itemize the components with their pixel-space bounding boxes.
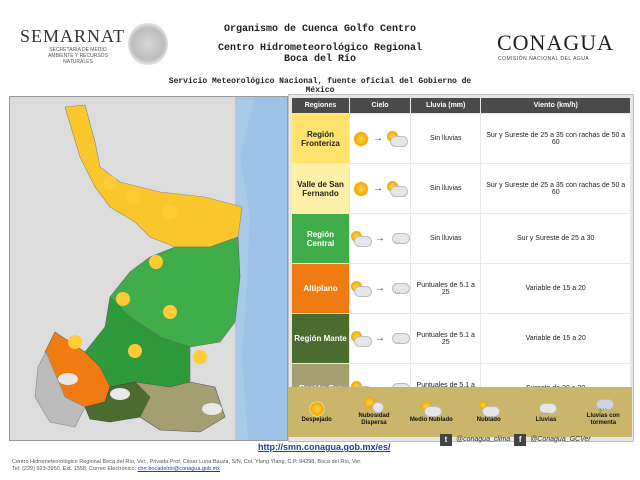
legend-item: Despejado [292, 400, 342, 424]
wind-cell: Variable de 15 a 20 [481, 264, 630, 313]
sun-icon [353, 130, 369, 147]
sky-cell: → ʻʻʻ [350, 214, 410, 263]
legend-item: Medio Nublado [406, 400, 456, 424]
semarnat-wordmark: SEMARNAT [20, 26, 126, 46]
storm-icon: ϟʻʻ [593, 397, 615, 414]
arrow-right-icon: → [375, 283, 385, 294]
header-lluvia: Lluvia (mm) [411, 98, 481, 113]
header-titles: Organismo de Cuenca Golfo Centro Centro … [169, 24, 471, 95]
tamaulipas-region-map [9, 96, 288, 441]
rain-cell: Puntuales de 5.1 a 25 [411, 264, 481, 313]
table-row: Región Fronteriza → Sin lluvias Sur y Sures… [292, 114, 630, 163]
twitter-handle[interactable]: @conagua_clima [456, 436, 511, 443]
title-centro: Centro Hidrometeorológico Regional Boca d… [217, 43, 423, 65]
header-regiones: Regiones [292, 98, 349, 113]
footer-address: Centro Hidrometeorológico Regional Boca … [12, 459, 632, 473]
wind-cell: Sur y Sureste de 25 a 35 con rachas de 5… [481, 114, 630, 163]
legend-item: Nubosidad Dispersa [349, 397, 399, 427]
table-row: Altiplano → ʻʻʻ Puntuales de 5.1 a 25 Variab… [292, 264, 630, 313]
rain-cell: Sin lluvias [411, 214, 481, 263]
table-row: Región Central → ʻʻʻ Sin lluvias Sur y Sures… [292, 214, 630, 263]
title-boca: Boca del Río [283, 54, 356, 65]
conagua-subtitle: COMISIÓN NACIONAL DEL AGUA [498, 56, 590, 62]
region-cell: Valle de San Fernando [292, 164, 349, 213]
table-header-row: Regiones Cielo Lluvia (mm) Viento (km/h) [292, 98, 630, 113]
social-handles: t @conagua_clima f @Conagua_GCVer [440, 432, 591, 447]
sun-icon [353, 180, 369, 197]
arrow-right-icon: → [375, 333, 385, 344]
sky-cell: → [350, 164, 410, 213]
title-organismo: Organismo de Cuenca Golfo Centro [223, 24, 417, 35]
table-row: Valle de San Fernando → Sin lluvias Sur y S… [292, 164, 630, 213]
mexico-seal-icon [128, 22, 168, 66]
rain-cell: Sin lluvias [411, 114, 481, 163]
footer-line-2: Tel: (229) 923-3950, Ext. 1558, Correo E… [12, 466, 220, 472]
rain-cell: Sin lluvias [411, 164, 481, 213]
wind-cell: Variable de 15 a 20 [481, 314, 630, 363]
arrow-right-icon: → [375, 233, 385, 244]
sun-icon [308, 400, 325, 417]
partly-cloudy-icon [387, 130, 408, 147]
facebook-handle[interactable]: @Conagua_GCVer [530, 436, 591, 443]
legend-item: Nublado [464, 400, 514, 424]
facebook-icon: f [514, 433, 527, 446]
arrow-right-icon: → [373, 183, 383, 194]
region-cell: Región Fronteriza [292, 114, 349, 163]
rain-icon: ʻʻʻ [389, 281, 410, 298]
arrow-right-icon: → [373, 133, 383, 144]
footer-line-1: Centro Hidrometeorológico Regional Boca … [12, 459, 362, 465]
table-row: Región Mante → ʻʻʻ Puntuales de 5.1 a 25 Var… [292, 314, 630, 363]
partly-cloudy-icon [351, 330, 372, 347]
sun-cloud-icon [363, 397, 384, 413]
sky-cell: → ʻʻʻ [350, 314, 410, 363]
subtitle-smn: Servicio Meteorológico Nacional, fuente … [168, 77, 472, 95]
sky-legend: Despejado Nubosidad Dispersa Medio Nubla… [288, 387, 632, 437]
semarnat-logo: SEMARNAT SECRETARÍA DE MEDIO AMBIENTE Y … [18, 18, 168, 78]
twitter-icon: t [440, 433, 452, 446]
partly-cloudy-icon [351, 280, 372, 297]
cloudy-icon [478, 400, 500, 417]
legend-item: ʻʻʻ Lluvias [521, 401, 571, 424]
partly-cloudy-icon [387, 180, 408, 197]
rain-icon: ʻʻʻ [389, 331, 410, 348]
region-cell: Altiplano [292, 264, 349, 313]
header-cielo: Cielo [350, 98, 410, 113]
sky-cell: → [350, 114, 410, 163]
map-svg [10, 97, 287, 440]
partly-cloudy-icon [421, 400, 443, 417]
smn-link[interactable]: http://smn.conagua.gob.mx/es/ [258, 442, 391, 452]
conagua-logo: CONAGUA [497, 30, 614, 55]
sky-cell: → ʻʻʻ [350, 264, 410, 313]
partly-cloudy-icon [351, 230, 372, 247]
wind-cell: Sur y Sureste de 25 a 35 con rachas de 5… [481, 164, 630, 213]
semarnat-subtitle: SECRETARÍA DE MEDIO AMBIENTE Y RECURSOS … [48, 47, 108, 65]
rain-icon: ʻʻʻ [389, 231, 410, 248]
rain-icon: ʻʻʻ [536, 401, 557, 418]
header-viento: Viento (km/h) [481, 98, 630, 113]
region-cell: Región Central [292, 214, 349, 263]
footer-email[interactable]: chrr.bocadelrio@conagua.gob.mx [137, 466, 220, 472]
forecast-table: Regiones Cielo Lluvia (mm) Viento (km/h)… [291, 97, 631, 414]
rain-cell: Puntuales de 5.1 a 25 [411, 314, 481, 363]
region-cell: Región Mante [292, 314, 349, 363]
wind-cell: Sur y Sureste de 25 a 30 [481, 214, 630, 263]
legend-item: ϟʻʻ Lluvias con tormenta [578, 397, 628, 427]
